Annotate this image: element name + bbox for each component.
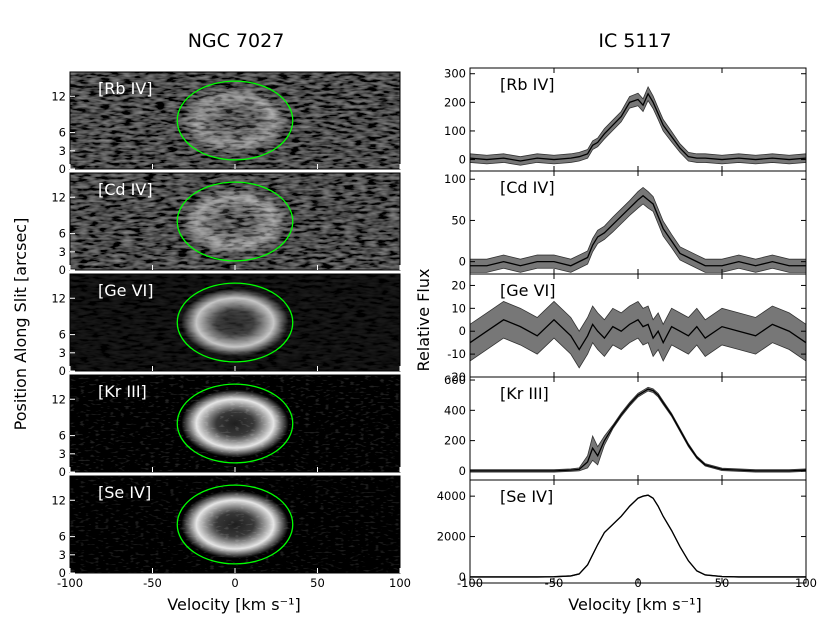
pv-y-tick-label: 12 (51, 291, 66, 305)
flux-y-tick-label: 0 (459, 255, 466, 269)
pv-panel-label: [Kr III] (98, 382, 147, 401)
pv-y-tick-label: 0 (59, 566, 66, 580)
pv-x-tick-label: -100 (57, 576, 83, 590)
pv-panel: 0 3 6 12 [Ge VI] (51, 273, 401, 378)
right-title: IC 5117 (598, 30, 671, 52)
flux-panel-label: [Kr III] (500, 384, 549, 403)
flux-error-band (470, 186, 806, 273)
flux-y-tick-label: 100 (444, 172, 466, 186)
left-y-axis-label: Position Along Slit [arcsec] (11, 218, 30, 431)
pv-panel: 0 3 6 12 [Rb IV] (51, 71, 401, 176)
pv-y-tick-label: 6 (59, 126, 66, 140)
flux-panel: 0 200 400 600 [Kr III] (444, 373, 807, 481)
pv-y-tick-label: 6 (59, 530, 66, 544)
flux-x-tick-label: -50 (545, 576, 564, 590)
pv-y-tick-label: 6 (59, 429, 66, 443)
flux-y-tick-label: 200 (444, 434, 466, 448)
pv-emission-ring (181, 389, 289, 458)
pv-emission-ring (181, 288, 289, 357)
pv-panel: 0 3 6 12 [Kr III] (51, 374, 401, 479)
pv-x-tick-label: 100 (389, 576, 411, 590)
flux-y-tick-label: 0 (459, 464, 466, 478)
flux-panel-label: [Cd IV] (500, 178, 555, 197)
pv-panel: 0 3 6 12 [Se IV] (51, 475, 401, 580)
pv-y-tick-label: 3 (59, 447, 66, 461)
left-title: NGC 7027 (188, 30, 285, 52)
flux-series-line (470, 194, 806, 267)
flux-x-tick-label: 50 (715, 576, 730, 590)
flux-x-tick-label: -100 (457, 576, 483, 590)
pv-y-tick-label: 0 (59, 364, 66, 378)
left-panels: 0 3 6 12 [Rb IV] 0 3 6 12 [Cd IV] 0 3 6 12 [Ge VI] 0 3 6 1… (51, 71, 411, 590)
pv-y-tick-label: 3 (59, 144, 66, 158)
pv-panel-label: [Rb IV] (98, 79, 153, 98)
pv-y-tick-label: 3 (59, 245, 66, 259)
flux-error-band (470, 300, 806, 369)
right-y-axis-label: Relative Flux (414, 269, 433, 372)
pv-y-tick-label: 3 (59, 346, 66, 360)
pv-panel-label: [Se IV] (98, 483, 151, 502)
flux-y-tick-label: 4000 (437, 489, 466, 503)
pv-y-tick-label: 12 (51, 493, 66, 507)
flux-y-tick-label: 10 (451, 301, 466, 315)
flux-series-line (470, 318, 806, 351)
pv-emission-ring (181, 86, 289, 155)
flux-panel-label: [Ge VI] (500, 281, 555, 300)
flux-panel: 0 50 100 [Cd IV] (444, 170, 807, 275)
flux-error-band (470, 386, 806, 473)
pv-panel: 0 3 6 12 [Cd IV] (51, 172, 401, 277)
flux-panel: 0 100 200 300 [Rb IV] (444, 67, 807, 172)
flux-y-tick-label: 100 (444, 124, 466, 138)
pv-y-tick-label: 0 (59, 263, 66, 277)
pv-aperture-ellipse (176, 282, 294, 363)
flux-panel: -20 -10 0 10 20 [Ge VI] (447, 273, 807, 384)
flux-y-tick-label: -20 (447, 370, 466, 384)
flux-x-tick-label: 0 (634, 576, 641, 590)
flux-panel: 0 2000 4000 [Se IV] (437, 479, 807, 584)
pv-x-tick-label: 50 (310, 576, 325, 590)
flux-y-tick-label: 300 (444, 67, 466, 81)
flux-y-tick-label: 400 (444, 403, 466, 417)
flux-series-line (470, 92, 806, 162)
pv-x-tick-label: 0 (231, 576, 238, 590)
pv-y-tick-label: 6 (59, 328, 66, 342)
flux-x-tick-label: 100 (795, 576, 817, 590)
pv-emission-ring (181, 187, 289, 256)
pv-y-tick-label: 0 (59, 465, 66, 479)
flux-y-tick-label: -10 (447, 347, 466, 361)
pv-panel-label: [Cd IV] (98, 180, 153, 199)
pv-y-tick-label: 12 (51, 89, 66, 103)
flux-y-tick-label: 20 (451, 278, 466, 292)
pv-y-tick-label: 0 (59, 162, 66, 176)
flux-y-tick-label: 600 (444, 373, 466, 387)
flux-series-line (470, 388, 806, 472)
flux-y-tick-label: 2000 (437, 530, 466, 544)
pv-aperture-ellipse (176, 484, 294, 565)
pv-aperture-ellipse (176, 383, 294, 464)
flux-error-band (470, 494, 806, 578)
flux-y-tick-label: 200 (444, 95, 466, 109)
flux-y-tick-label: 0 (459, 153, 466, 167)
pv-aperture-ellipse (176, 181, 294, 262)
flux-error-band (470, 85, 806, 166)
flux-y-tick-label: 0 (459, 570, 466, 584)
pv-y-tick-label: 3 (59, 548, 66, 562)
flux-panel-label: [Rb IV] (500, 75, 555, 94)
flux-y-tick-label: 50 (451, 213, 466, 227)
pv-aperture-ellipse (176, 80, 294, 161)
flux-series-line (470, 494, 806, 578)
pv-emission-ring (181, 490, 289, 559)
pv-x-tick-label: -50 (143, 576, 162, 590)
pv-y-tick-label: 12 (51, 392, 66, 406)
pv-y-tick-label: 12 (51, 190, 66, 204)
pv-y-tick-label: 6 (59, 227, 66, 241)
left-x-axis-label: Velocity [km s⁻¹] (167, 595, 300, 614)
pv-panel-label: [Ge VI] (98, 281, 153, 300)
flux-panel-label: [Se IV] (500, 487, 553, 506)
right-x-axis-label: Velocity [km s⁻¹] (568, 595, 701, 614)
flux-y-tick-label: 0 (459, 324, 466, 338)
